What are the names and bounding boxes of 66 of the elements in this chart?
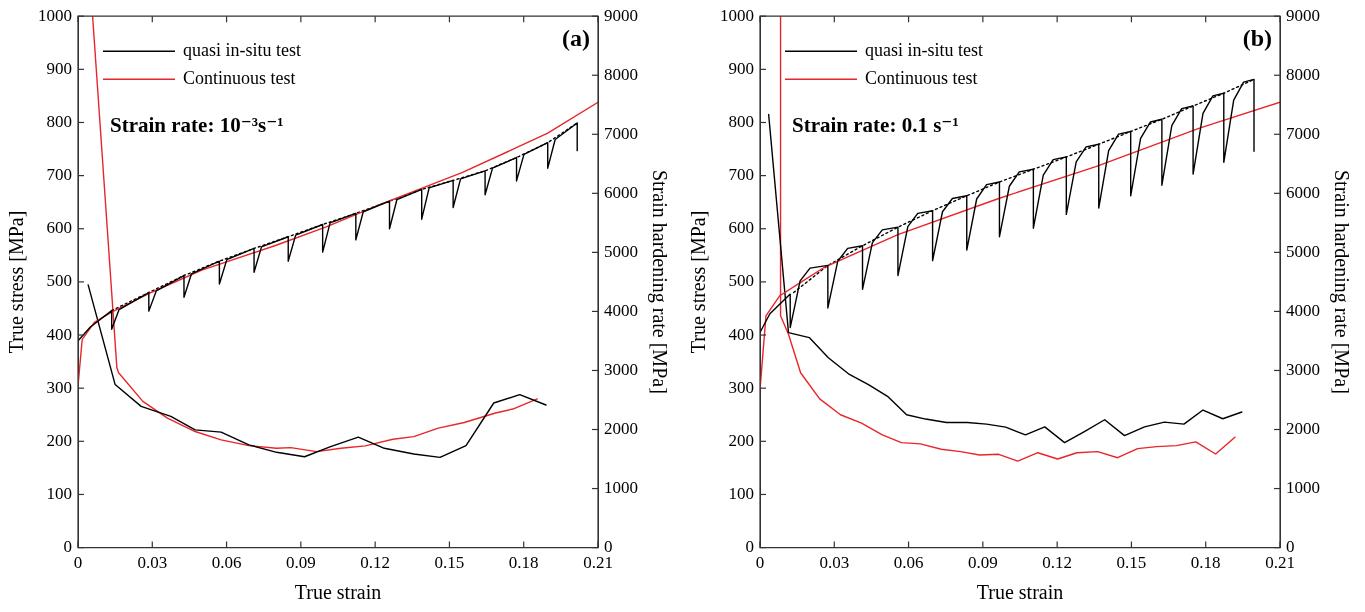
y2-tick-label: 9000 [604,5,638,25]
annotation: (b) [1242,25,1272,52]
y-axis-title: True stress [MPa] [5,210,28,354]
y2-tick-label: 2000 [604,418,638,438]
y-tick-label: 900 [46,58,72,78]
x-tick-label: 0.12 [360,553,391,573]
x-tick-label: 0.15 [434,553,465,573]
y2-tick-label: 7000 [604,123,638,143]
y-tick-label: 400 [728,324,754,344]
legend-label: quasi in-situ test [865,39,983,60]
y-tick-label: 1000 [38,5,72,25]
y-tick-label: 300 [728,377,754,397]
y2-axis-title: Strain hardening rate [MPa] [647,169,671,394]
y-tick-label: 900 [728,58,754,78]
legend-label: Continuous test [183,67,296,88]
y2-tick-label: 1000 [1286,478,1320,498]
x-tick-label: 0.18 [1190,553,1221,573]
y-tick-label: 500 [728,271,754,291]
y2-axis-title: Strain hardening rate [MPa] [1329,169,1353,394]
legend-label: Continuous test [865,67,978,88]
y-tick-label: 200 [46,430,72,450]
x-tick-label: 0.12 [1042,553,1073,573]
x-tick-label: 0.15 [1116,553,1147,573]
x-tick-label: 0.09 [967,553,998,573]
y2-tick-label: 5000 [604,241,638,261]
y2-tick-label: 9000 [1286,5,1320,25]
y2-tick-label: 4000 [1286,300,1320,320]
x-axis-title: True strain [294,581,382,604]
y2-tick-label: 8000 [1286,64,1320,84]
y-tick-label: 800 [728,111,754,131]
y2-tick-label: 6000 [1286,182,1320,202]
y-tick-label: 100 [46,483,72,503]
annotation: Strain rate: 10⁻³s⁻¹ [110,112,284,137]
y2-tick-label: 6000 [604,182,638,202]
x-tick-label: 0.09 [285,553,316,573]
y-tick-label: 200 [728,430,754,450]
y-tick-label: 500 [46,271,72,291]
y-tick-label: 100 [728,483,754,503]
y2-tick-label: 4000 [604,300,638,320]
y-tick-label: 600 [728,218,754,238]
y-axis-title: True stress [MPa] [687,210,710,354]
x-tick-label: 0.18 [508,553,539,573]
y2-tick-label: 8000 [604,64,638,84]
y2-tick-label: 7000 [1286,123,1320,143]
y2-tick-label: 3000 [1286,359,1320,379]
y-tick-label: 0 [745,537,754,557]
annotation: (a) [562,25,590,52]
x-tick-label: 0.06 [893,553,924,573]
x-tick-label: 0.03 [137,553,168,573]
y-tick-label: 600 [46,218,72,238]
y-tick-label: 800 [46,111,72,131]
y-tick-label: 400 [46,324,72,344]
y-tick-label: 300 [46,377,72,397]
y-tick-label: 0 [63,537,72,557]
y2-tick-label: 2000 [1286,418,1320,438]
y-tick-label: 1000 [720,5,754,25]
x-axis-title: True strain [976,581,1064,604]
y-tick-label: 700 [728,165,754,185]
y-tick-label: 700 [46,165,72,185]
annotation: Strain rate: 0.1 s⁻¹ [792,112,959,137]
y2-tick-label: 5000 [1286,241,1320,261]
x-tick-label: 0.06 [211,553,242,573]
x-tick-label: 0.03 [819,553,850,573]
legend-label: quasi in-situ test [183,39,301,60]
y2-tick-label: 1000 [604,478,638,498]
y2-tick-label: 3000 [604,359,638,379]
